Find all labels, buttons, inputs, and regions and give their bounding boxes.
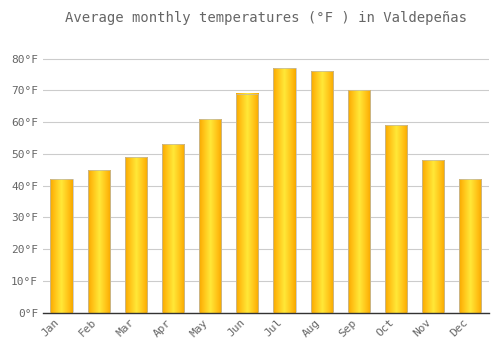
Bar (459, 179, 481, 313)
Bar (274, 68, 295, 313)
Bar (348, 90, 370, 313)
Bar (199, 119, 222, 313)
Bar (88, 170, 110, 313)
Bar (385, 125, 407, 313)
Bar (162, 144, 184, 313)
Bar (422, 160, 444, 313)
Bar (50, 179, 72, 313)
Title: Average monthly temperatures (°F ) in Valdepeñas: Average monthly temperatures (°F ) in Va… (65, 11, 467, 25)
Bar (124, 157, 147, 313)
Bar (310, 71, 333, 313)
Bar (236, 93, 258, 313)
